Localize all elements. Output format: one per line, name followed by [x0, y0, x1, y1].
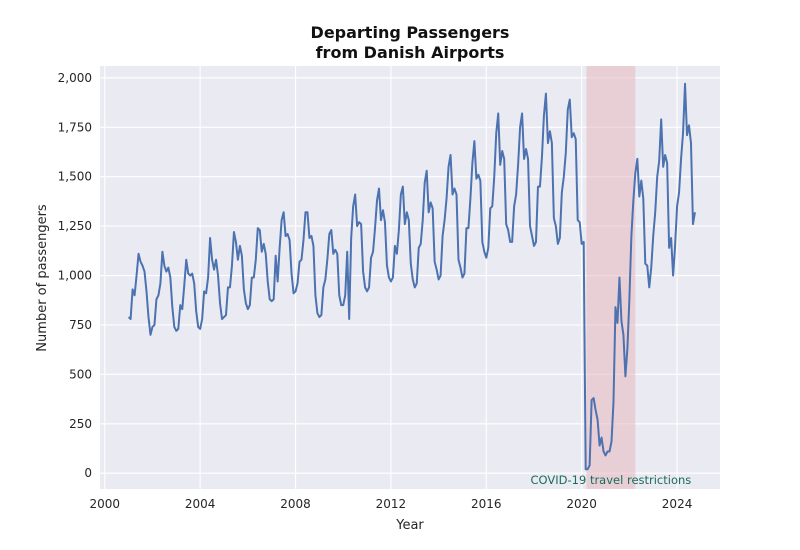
x-tick-label: 2000 — [89, 497, 120, 511]
x-tick-label: 2004 — [185, 497, 216, 511]
y-tick-label: 500 — [69, 367, 92, 381]
covid-restriction-label: COVID-19 travel restrictions — [531, 473, 692, 487]
x-tick-label: 2008 — [280, 497, 311, 511]
y-tick-label: 1,500 — [58, 170, 92, 184]
series-line-departing-passengers — [127, 82, 696, 471]
chart-title-line-2: from Danish Airports — [316, 43, 505, 62]
y-tick-label: 1,250 — [58, 219, 92, 233]
x-tick-label: 2024 — [662, 497, 693, 511]
y-tick-label: 1,000 — [58, 269, 92, 283]
y-tick-label: 2,000 — [58, 71, 92, 85]
y-tick-label: 0 — [84, 466, 92, 480]
x-tick-label: 2016 — [471, 497, 502, 511]
x-tick-label: 2020 — [566, 497, 597, 511]
axis-ticks: 0 250 500 750 1,000 1,250 1,500 1,750 2,000 2000 2… — [58, 71, 693, 511]
y-axis-label: Number of passengers — [35, 204, 50, 352]
x-axis-label: Year — [395, 518, 424, 533]
y-tick-label: 750 — [69, 318, 92, 332]
gridlines — [100, 66, 720, 489]
y-tick-label: 250 — [69, 417, 92, 431]
y-tick-label: 1,750 — [58, 120, 92, 134]
x-tick-label: 2012 — [376, 497, 407, 511]
covid-restriction-span — [586, 66, 636, 489]
chart-title-line-1: Departing Passengers — [311, 23, 510, 42]
